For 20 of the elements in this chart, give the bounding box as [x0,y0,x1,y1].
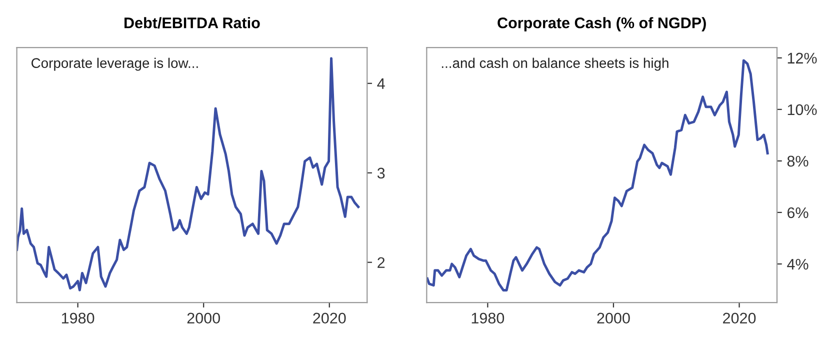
annotation: ...and cash on balance sheets is high [442,58,668,71]
x-tick-label: 2020 [723,312,756,324]
x-tick-label: 2000 [187,312,220,324]
y-tick-label: 4 [377,78,385,89]
y-tick-label: 6% [788,207,808,218]
y-tick-label: 3 [377,168,385,179]
y-tick-label: 8% [787,156,808,167]
x-tick-label: 2020 [313,312,346,324]
chart-title: Debt/EBITDA Ratio [124,17,260,28]
line-series [426,59,769,292]
annotation: Corporate leverage is low... [32,58,198,71]
x-tick-label: 1980 [472,312,504,324]
y-tick-label: 2 [378,257,385,268]
y-tick-label: 10% [788,104,817,116]
chart-title: Corporate Cash (% of NGDP) [498,17,706,32]
x-tick-label: 1980 [62,312,94,324]
x-tick-label: 2000 [597,312,630,324]
y-tick-label: 4% [787,258,808,270]
line-series [16,57,360,292]
y-tick-label: 12% [788,52,817,64]
